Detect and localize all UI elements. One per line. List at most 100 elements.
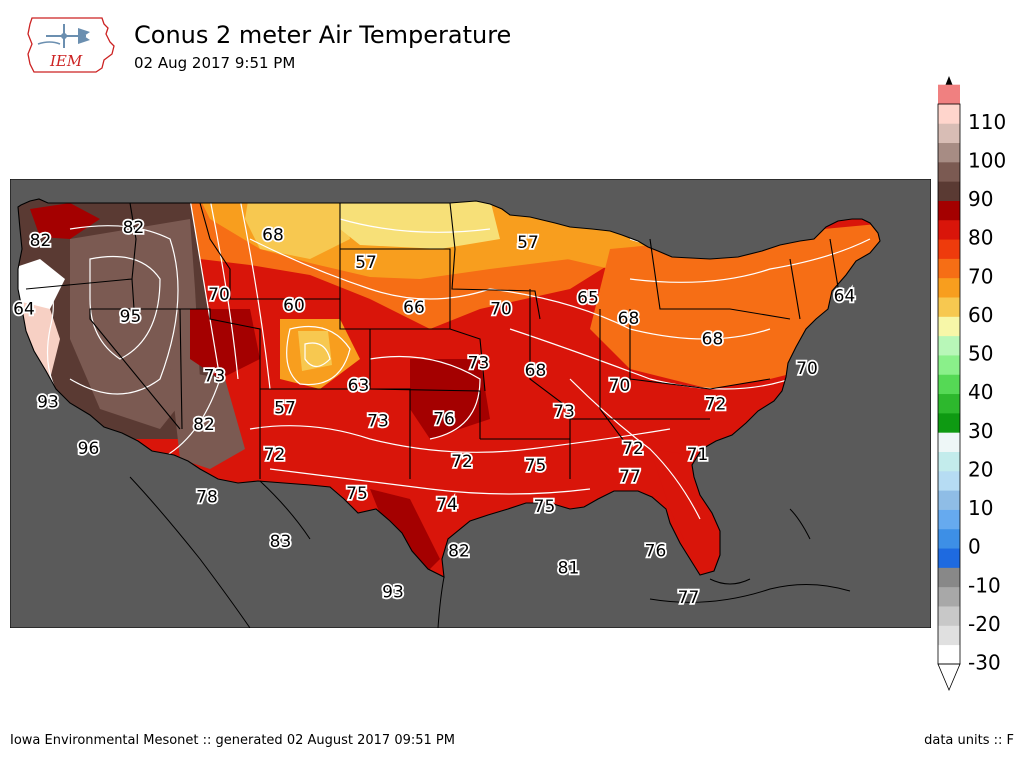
colorbar-swatch xyxy=(938,277,960,298)
iem-logo: IEM xyxy=(27,17,115,73)
temperature-label: 64 xyxy=(13,300,35,320)
temperature-label: 68 xyxy=(525,361,547,381)
temperature-label: 82 xyxy=(123,218,145,238)
colorbar-tick-label: 10 xyxy=(968,496,993,520)
colorbar-tick-label: 100 xyxy=(968,148,1006,172)
temperature-label: 68 xyxy=(702,330,724,350)
temperature-label: 57 xyxy=(274,398,296,418)
temperature-label: 75 xyxy=(525,456,547,476)
colorbar-swatch xyxy=(938,393,960,414)
colorbar-tick-label: 20 xyxy=(968,457,993,481)
temperature-label: 75 xyxy=(534,497,556,517)
temperature-label: 73 xyxy=(367,411,389,431)
temperature-label: 83 xyxy=(270,532,292,552)
coastlines xyxy=(129,476,851,628)
colorbar-swatch xyxy=(938,548,960,568)
footer-units: data units :: F xyxy=(924,733,1014,748)
colorbar-swatch xyxy=(938,374,960,395)
temperature-label: 95 xyxy=(120,307,142,327)
colorbar-swatch xyxy=(938,567,960,588)
colorbar-tick-label: -10 xyxy=(968,573,1001,597)
colorbar-tick-label: 90 xyxy=(968,187,993,211)
temperature-label: 78 xyxy=(196,488,218,508)
colorbar-swatches xyxy=(938,84,960,665)
colorbar-swatch xyxy=(938,104,960,124)
colorbar-tick-label: 30 xyxy=(968,419,993,443)
temperature-label: 76 xyxy=(645,542,667,562)
page-subtitle: 02 Aug 2017 9:51 PM xyxy=(134,54,296,72)
logo-text: IEM xyxy=(49,52,83,70)
colorbar-swatch xyxy=(938,123,960,144)
temperature-label: 82 xyxy=(448,542,470,562)
temperature-label: 82 xyxy=(193,415,215,435)
temperature-label: 72 xyxy=(705,395,727,415)
temperature-label: 81 xyxy=(558,558,580,578)
temperature-label: 70 xyxy=(609,376,631,396)
temperature-label: 60 xyxy=(283,296,305,316)
temperature-label: 73 xyxy=(553,402,575,422)
temperature-label: 96 xyxy=(78,439,100,459)
temperature-label: 77 xyxy=(619,467,641,487)
footer-credit: Iowa Environmental Mesonet :: generated … xyxy=(10,733,455,748)
temperature-label: 93 xyxy=(382,582,404,602)
colorbar-swatch xyxy=(938,258,960,279)
temperature-label: 65 xyxy=(577,289,599,309)
colorbar-tick-label: 50 xyxy=(968,342,993,366)
temperature-label: 73 xyxy=(468,354,490,374)
temperature-label: 73 xyxy=(204,367,226,387)
temperature-label: 75 xyxy=(346,484,368,504)
colorbar-swatch xyxy=(938,586,960,607)
temperature-label: 70 xyxy=(490,300,512,320)
page-title: Conus 2 meter Air Temperature xyxy=(134,21,512,49)
colorbar-swatch xyxy=(938,219,960,240)
colorbar-swatch xyxy=(938,355,960,375)
colorbar-tick-label: 80 xyxy=(968,226,993,250)
temperature-label: 70 xyxy=(796,359,818,379)
temperature-labels: 82 82 68 57 57 64 95 70 60 66 70 65 68 64 68 70 73 63 73 68… xyxy=(11,216,857,610)
temperature-label: 68 xyxy=(262,225,284,245)
colorbar-swatch xyxy=(938,606,960,626)
colorbar-tick-label: 0 xyxy=(968,535,981,559)
temperature-label: 68 xyxy=(618,309,640,329)
colorbar-swatch xyxy=(938,84,960,105)
colorbar-tick-label: 40 xyxy=(968,380,993,404)
temperature-map: 82 82 68 57 57 64 95 70 60 66 70 65 68 64 68 70 73 63 73 68… xyxy=(10,179,931,628)
temperature-label: 57 xyxy=(517,233,539,253)
colorbar-swatch xyxy=(938,490,960,510)
colorbar-swatch xyxy=(938,316,960,337)
colorbar-min-arrow xyxy=(937,663,961,692)
colorbar-swatch xyxy=(938,181,960,201)
colorbar-swatch xyxy=(938,509,960,530)
colorbar-swatch xyxy=(938,297,960,317)
temperature-label: 70 xyxy=(208,285,230,305)
temperature-label: 77 xyxy=(678,588,700,608)
temperature-label: 63 xyxy=(348,376,370,396)
weather-vane-icon xyxy=(37,24,90,48)
colorbar-swatch xyxy=(938,625,960,646)
colorbar-swatch xyxy=(938,451,960,472)
temperature-label: 72 xyxy=(622,439,644,459)
temperature-label: 93 xyxy=(37,393,59,413)
colorbar-swatch xyxy=(938,432,960,452)
temperature-label: 72 xyxy=(451,452,473,472)
temperature-label: 74 xyxy=(436,495,458,515)
colorbar-swatch xyxy=(938,200,960,221)
colorbar-tick-label: 110 xyxy=(968,110,1006,134)
colorbar-tick-label: 70 xyxy=(968,264,993,288)
colorbar-tick-label: -30 xyxy=(968,651,1001,675)
state-borders xyxy=(17,198,881,578)
colorbar-tick-label: 60 xyxy=(968,303,993,327)
colorbar-swatch xyxy=(938,644,960,665)
colorbar-swatch xyxy=(938,239,960,259)
colorbar-swatch xyxy=(938,528,960,549)
temperature-label: 57 xyxy=(355,253,377,273)
colorbar-swatch xyxy=(938,412,960,433)
temperature-label: 82 xyxy=(30,231,52,251)
colorbar-swatch xyxy=(938,142,960,163)
temperature-label: 71 xyxy=(687,445,709,465)
temperature-label: 76 xyxy=(433,410,455,430)
colorbar-swatch xyxy=(938,161,960,182)
colorbar-tick-label: -20 xyxy=(968,612,1001,636)
